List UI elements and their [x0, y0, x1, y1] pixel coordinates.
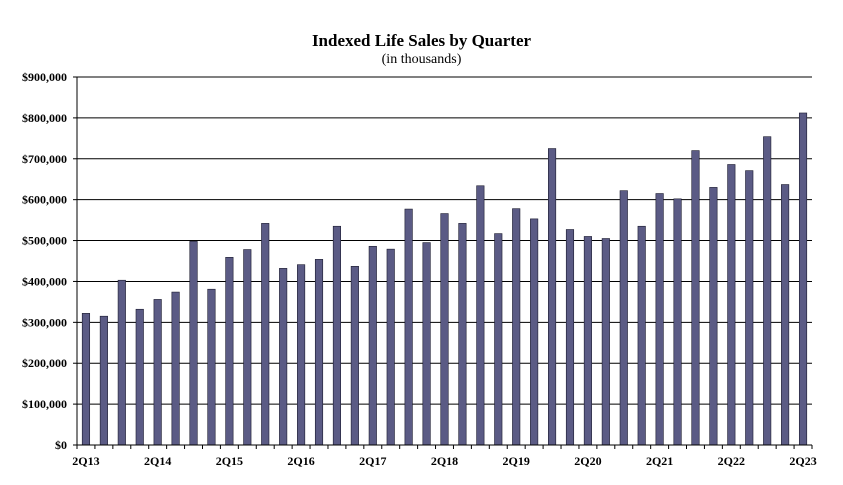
bar-4Q19: [548, 148, 557, 446]
bar-2Q16: [297, 264, 306, 446]
bar-4Q13: [117, 279, 126, 446]
bar-3Q15: [243, 249, 252, 446]
bar-4Q20: [619, 190, 628, 446]
y-tick-label: $500,000: [22, 234, 67, 248]
bar-4Q17: [404, 208, 413, 446]
x-tick-label: 2Q14: [144, 454, 171, 468]
bar-3Q18: [458, 223, 467, 446]
bar-1Q22: [709, 187, 718, 446]
bar-2Q17: [368, 245, 377, 446]
y-tick-label: $200,000: [22, 356, 67, 370]
bar-3Q19: [530, 218, 539, 446]
y-tick-label: $300,000: [22, 315, 67, 329]
bar-2Q14: [153, 299, 162, 446]
y-tick-label: $800,000: [22, 111, 67, 125]
bar-3Q16: [314, 259, 324, 446]
bar-1Q23: [781, 184, 790, 446]
x-tick-label: 2Q18: [431, 454, 458, 468]
x-tick-label: 2Q16: [287, 454, 314, 468]
bar-2Q20: [583, 236, 592, 446]
y-axis-tick-labels: $0 $100,000 $200,000 $300,000 $400,000 $500,0…: [22, 70, 67, 452]
bar-2Q22: [727, 164, 736, 446]
bar-3Q14: [171, 291, 180, 446]
bar-1Q16: [279, 268, 288, 446]
bar-4Q14: [189, 241, 198, 446]
bar-2Q13: [81, 313, 91, 446]
y-tick-label: $600,000: [22, 193, 67, 207]
x-tick-label: 2Q23: [789, 454, 816, 468]
y-tick-label: $700,000: [22, 152, 67, 166]
x-tick-label: 2Q15: [216, 454, 243, 468]
bar-3Q17: [386, 248, 395, 446]
bar-1Q18: [422, 242, 431, 446]
bar-3Q20: [601, 238, 610, 446]
x-tick-label: 2Q13: [72, 454, 99, 468]
bar-1Q17: [350, 266, 359, 446]
x-tick-label: 2Q21: [646, 454, 673, 468]
bar-1Q14: [135, 308, 144, 446]
bar-2Q15: [225, 257, 234, 446]
bar-3Q22: [745, 170, 754, 446]
bar-4Q15: [261, 223, 270, 446]
bar-1Q20: [565, 229, 575, 446]
chart-title: Indexed Life Sales by Quarter: [311, 31, 532, 50]
chart-subtitle: (in thousands): [381, 52, 462, 67]
x-tick-label: 2Q20: [574, 454, 601, 468]
bar-2Q18: [440, 213, 449, 446]
x-axis-tick-labels: 2Q13 2Q14 2Q15 2Q16 2Q17 2Q18 2Q19 2Q20 2Q21 2Q22…: [72, 454, 816, 468]
bar-2Q19: [512, 208, 521, 446]
bars: [81, 112, 808, 446]
y-tick-label: $400,000: [22, 274, 67, 288]
bar-3Q21: [673, 198, 682, 446]
y-tick-label: $0: [55, 438, 67, 452]
bar-4Q22: [763, 136, 772, 446]
x-tick-label: 2Q17: [359, 454, 386, 468]
bar-1Q21: [637, 225, 646, 446]
axes: [73, 76, 813, 449]
bar-1Q19: [494, 233, 503, 446]
bar-4Q18: [476, 185, 485, 446]
bar-4Q21: [691, 150, 700, 446]
bar-3Q13: [99, 315, 108, 446]
bar-1Q15: [207, 288, 216, 446]
y-tick-label: $100,000: [22, 397, 67, 411]
bar-2Q21: [655, 193, 664, 446]
grid-lines: [77, 76, 812, 405]
x-tick-label: 2Q22: [718, 454, 745, 468]
x-tick-label: 2Q19: [503, 454, 530, 468]
bar-4Q16: [332, 225, 341, 446]
y-tick-label: $900,000: [22, 70, 67, 84]
bar-2Q23: [798, 112, 808, 446]
